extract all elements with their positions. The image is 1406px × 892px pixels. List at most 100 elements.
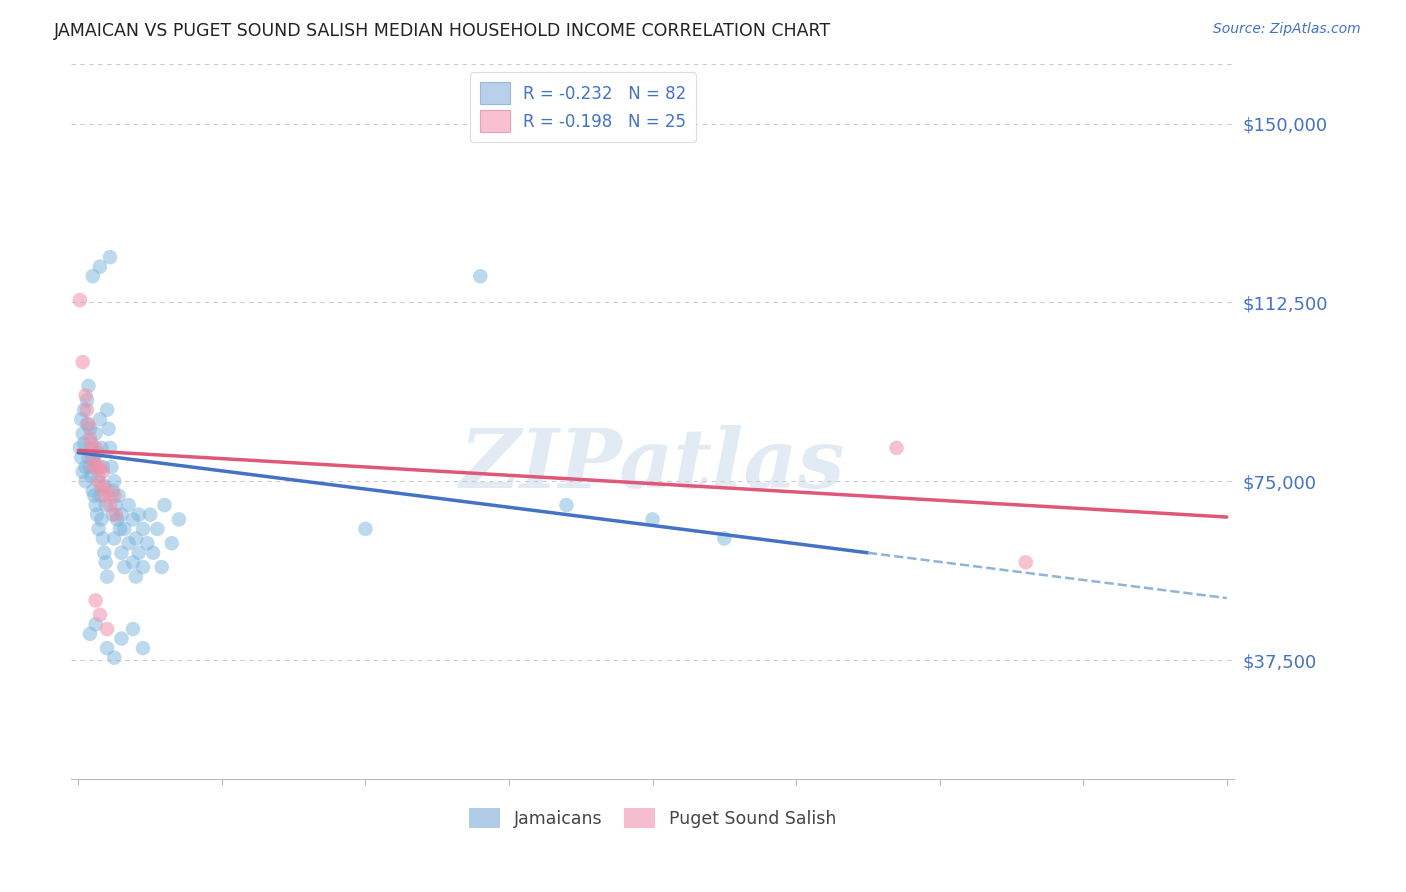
- Point: [86, 508, 108, 522]
- Point: [96, 483, 118, 498]
- Point: [886, 441, 908, 455]
- Point: [128, 546, 150, 560]
- Text: ZIPatlas: ZIPatlas: [460, 425, 845, 505]
- Point: [90, 512, 112, 526]
- Point: [103, 532, 125, 546]
- Point: [91, 459, 114, 474]
- Point: [101, 483, 124, 498]
- Point: [86, 459, 108, 474]
- Point: [73, 402, 96, 417]
- Point: [89, 607, 111, 622]
- Point: [79, 627, 101, 641]
- Point: [80, 441, 103, 455]
- Point: [103, 475, 125, 489]
- Point: [89, 459, 111, 474]
- Point: [80, 469, 103, 483]
- Point: [69, 293, 91, 307]
- Point: [97, 422, 120, 436]
- Point: [79, 422, 101, 436]
- Point: [83, 489, 105, 503]
- Point: [93, 479, 115, 493]
- Point: [87, 522, 110, 536]
- Point: [89, 260, 111, 274]
- Point: [72, 426, 94, 441]
- Point: [69, 441, 91, 455]
- Point: [128, 508, 150, 522]
- Point: [107, 489, 129, 503]
- Point: [82, 450, 104, 465]
- Point: [118, 498, 141, 512]
- Point: [84, 426, 107, 441]
- Point: [86, 445, 108, 459]
- Point: [112, 560, 135, 574]
- Point: [153, 498, 176, 512]
- Point: [132, 641, 155, 656]
- Point: [98, 498, 121, 512]
- Point: [90, 441, 112, 455]
- Point: [70, 450, 93, 465]
- Point: [110, 546, 132, 560]
- Point: [82, 450, 104, 465]
- Point: [104, 498, 127, 512]
- Point: [72, 465, 94, 479]
- Point: [103, 489, 125, 503]
- Point: [90, 479, 112, 493]
- Point: [72, 355, 94, 369]
- Point: [101, 508, 124, 522]
- Point: [142, 546, 165, 560]
- Point: [96, 569, 118, 583]
- Point: [70, 412, 93, 426]
- Point: [89, 412, 111, 426]
- Point: [96, 641, 118, 656]
- Point: [77, 450, 100, 465]
- Point: [125, 532, 148, 546]
- Point: [110, 508, 132, 522]
- Point: [73, 436, 96, 450]
- Point: [146, 522, 169, 536]
- Point: [118, 536, 141, 550]
- Point: [98, 250, 121, 264]
- Point: [103, 650, 125, 665]
- Point: [132, 560, 155, 574]
- Point: [167, 512, 190, 526]
- Point: [75, 388, 97, 402]
- Point: [77, 417, 100, 431]
- Point: [75, 475, 97, 489]
- Point: [122, 555, 145, 569]
- Point: [76, 393, 98, 408]
- Point: [87, 475, 110, 489]
- Point: [87, 469, 110, 483]
- Point: [110, 632, 132, 646]
- Point: [136, 536, 159, 550]
- Point: [84, 441, 107, 455]
- Point: [100, 459, 122, 474]
- Point: [122, 622, 145, 636]
- Point: [98, 441, 121, 455]
- Point: [76, 417, 98, 431]
- Legend: Jamaicans, Puget Sound Salish: Jamaicans, Puget Sound Salish: [463, 801, 844, 835]
- Point: [84, 498, 107, 512]
- Point: [83, 455, 105, 469]
- Point: [79, 459, 101, 474]
- Point: [641, 512, 664, 526]
- Point: [89, 489, 111, 503]
- Point: [104, 508, 127, 522]
- Point: [82, 459, 104, 474]
- Point: [76, 402, 98, 417]
- Point: [713, 532, 735, 546]
- Point: [80, 436, 103, 450]
- Point: [93, 546, 115, 560]
- Point: [555, 498, 578, 512]
- Point: [108, 522, 131, 536]
- Point: [160, 536, 183, 550]
- Point: [82, 269, 104, 284]
- Point: [112, 522, 135, 536]
- Point: [82, 483, 104, 498]
- Point: [77, 379, 100, 393]
- Point: [91, 532, 114, 546]
- Point: [84, 617, 107, 632]
- Point: [1015, 555, 1038, 569]
- Point: [132, 522, 155, 536]
- Point: [139, 508, 162, 522]
- Point: [94, 498, 117, 512]
